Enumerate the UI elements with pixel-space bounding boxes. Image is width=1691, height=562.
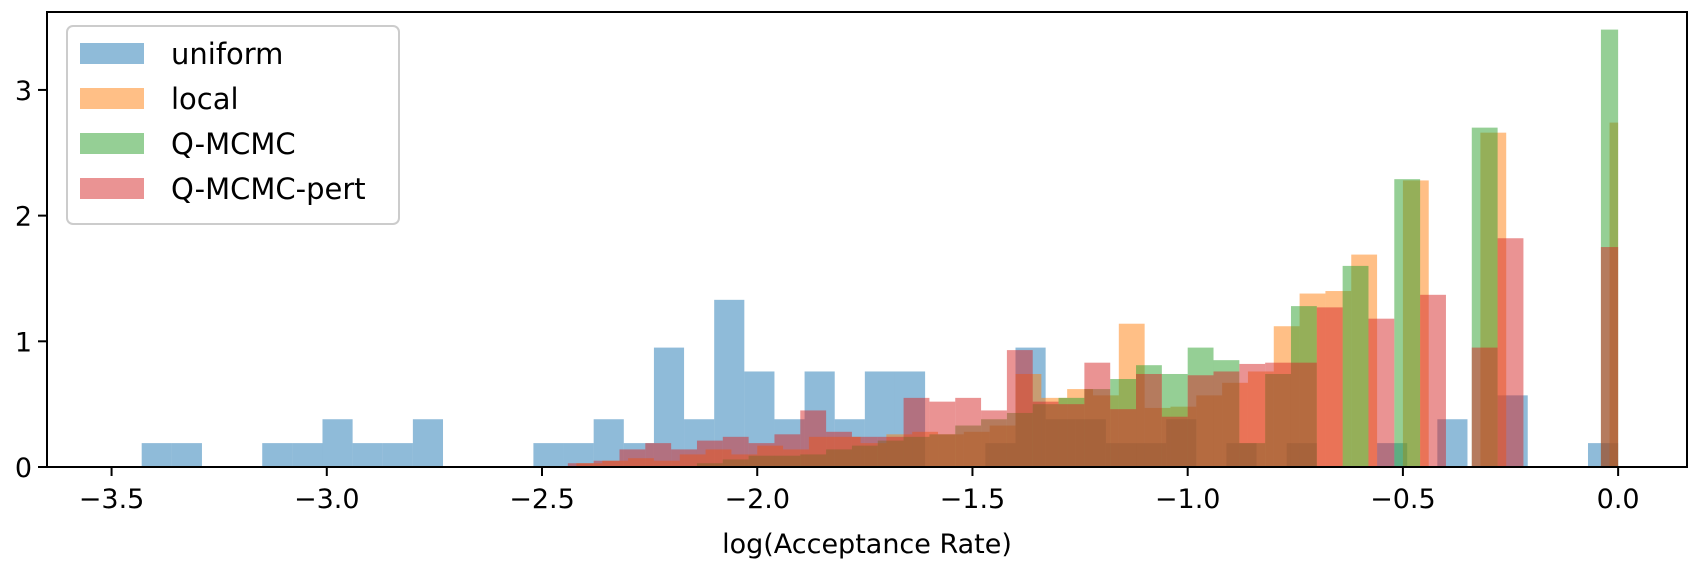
bar-q-mcmc-pert [1136, 373, 1162, 467]
bar-uniform [292, 443, 323, 467]
legend-label-q-mcmc-pert: Q-MCMC-pert [171, 172, 366, 206]
bar-q-mcmc-pert [851, 436, 878, 467]
bar-uniform [412, 419, 444, 467]
x-axis-label: log(Acceptance Rate) [722, 529, 1012, 560]
bar-q-mcmc-pert [1187, 375, 1214, 467]
bar-q-mcmc-pert [903, 397, 930, 467]
bar-q-mcmc-pert [1316, 307, 1343, 467]
bar-q-mcmc-pert [955, 397, 982, 467]
legend-label-q-mcmc: Q-MCMC [171, 127, 296, 161]
y-tick-label: 2 [15, 202, 32, 233]
bar-uniform [382, 443, 413, 467]
bar-q-mcmc-pert [696, 440, 723, 467]
bar-uniform [322, 419, 353, 467]
bar-q-mcmc-pert [1368, 318, 1395, 467]
legend-swatch-uniform [80, 43, 144, 64]
x-tick-label: −0.5 [1370, 484, 1436, 515]
bar-q-mcmc-pert [774, 434, 801, 467]
bar-q-mcmc-pert [645, 443, 672, 467]
bar-q-mcmc-pert [1213, 371, 1240, 467]
legend: uniform local Q-MCMC Q-MCMC-pert [66, 25, 400, 225]
bar-q-mcmc-pert [1161, 416, 1188, 467]
bar-q-mcmc-pert [1239, 363, 1266, 467]
bar-q-mcmc-pert [1110, 409, 1137, 467]
bar-q-mcmc-pert [593, 460, 620, 467]
x-tick-label: −3.5 [79, 484, 145, 515]
x-tick-label: −1.5 [940, 484, 1006, 515]
bar-q-mcmc-pert [877, 436, 904, 467]
y-tick-label: 0 [15, 453, 32, 484]
bar-q-mcmc-pert [929, 401, 956, 467]
x-tick-label: −2.5 [509, 484, 575, 515]
bar-q-mcmc-pert [619, 449, 646, 467]
bar-q-mcmc-pert [800, 410, 827, 467]
legend-swatch-q-mcmc [80, 133, 144, 154]
x-tick-label: −1.0 [1155, 484, 1221, 515]
bar-uniform [171, 443, 202, 467]
bar-q-mcmc [1342, 265, 1369, 467]
bar-q-mcmc-pert [1290, 362, 1317, 467]
bar-q-mcmc-pert [1600, 247, 1619, 467]
bar-uniform [563, 443, 594, 467]
bar-q-mcmc-pert [1471, 347, 1498, 467]
legend-label-uniform: uniform [171, 37, 283, 71]
legend-label-local: local [171, 82, 239, 116]
bar-uniform [352, 443, 383, 467]
bar-uniform [141, 443, 172, 467]
bar-uniform [593, 419, 624, 467]
bar-q-mcmc-pert [1420, 294, 1446, 467]
bar-q-mcmc-pert [826, 431, 852, 467]
bar-q-mcmc-pert [1497, 238, 1524, 467]
legend-swatch-local [80, 88, 144, 109]
bar-q-mcmc [1394, 179, 1421, 467]
x-tick-label: −2.0 [724, 484, 790, 515]
legend-box [66, 25, 400, 225]
bar-q-mcmc-pert [671, 449, 697, 467]
bar-q-mcmc-pert [567, 463, 594, 467]
plot-frame [46, 11, 1688, 468]
legend-swatch-q-mcmc-pert [80, 178, 144, 199]
x-tick-label: −3.0 [294, 484, 360, 515]
bar-uniform [262, 443, 293, 467]
bar-q-mcmc-pert [1032, 401, 1059, 467]
bar-q-mcmc-pert [1058, 404, 1085, 467]
bar-q-mcmc-pert [748, 443, 775, 467]
axes-layer: −3.5 −3.0 −2.5 −2.0 −1.5 −1.0 −0.5 0.0 0 1 2 3 [15, 76, 1640, 515]
y-tick-label: 1 [15, 327, 32, 358]
bar-q-mcmc-pert [1084, 362, 1111, 467]
bars-layer [141, 29, 1619, 468]
bar-uniform [533, 443, 564, 467]
bar-q-mcmc-pert [722, 436, 749, 467]
y-tick-label: 3 [15, 76, 32, 107]
bar-q-mcmc-pert [1006, 350, 1033, 467]
x-tick-label: 0.0 [1597, 484, 1640, 515]
bar-q-mcmc-pert [981, 410, 1007, 467]
bar-q-mcmc-pert [1265, 362, 1291, 467]
